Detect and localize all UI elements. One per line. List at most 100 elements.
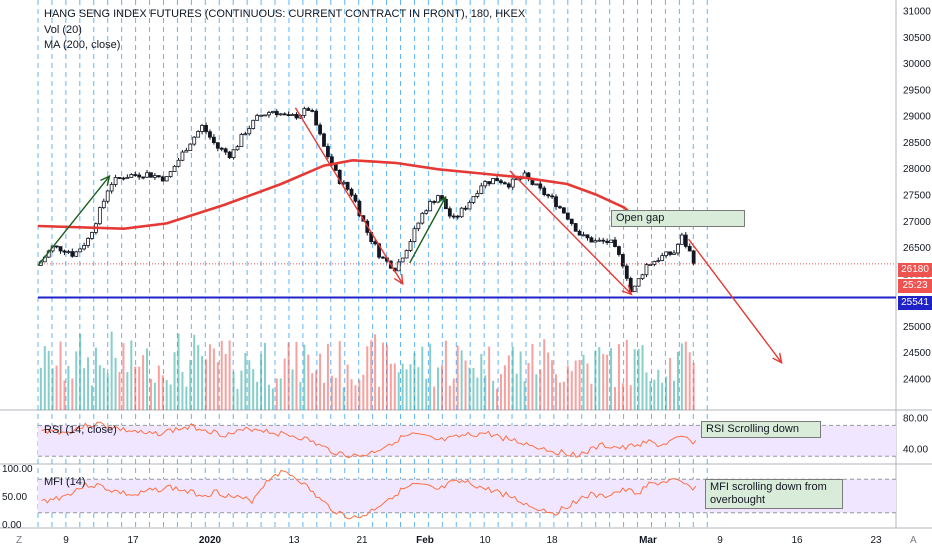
price-tick-label: 25000 bbox=[903, 322, 931, 333]
candle-body bbox=[471, 196, 476, 203]
volume-bar bbox=[283, 358, 286, 410]
candle-body bbox=[141, 176, 146, 179]
volume-bar bbox=[169, 384, 172, 410]
volume-bar bbox=[590, 383, 593, 410]
volume-bar bbox=[122, 343, 125, 410]
candle-body bbox=[676, 243, 680, 254]
auto-scale-button[interactable]: A bbox=[910, 535, 917, 546]
open-gap-note[interactable]: Open gap bbox=[611, 210, 745, 227]
candle-body bbox=[109, 184, 114, 192]
volume-bar bbox=[629, 385, 632, 410]
candle-body bbox=[605, 240, 610, 243]
volume-bar bbox=[555, 374, 558, 410]
volume-bar bbox=[87, 357, 90, 410]
volume-bar bbox=[264, 342, 267, 410]
candle-body bbox=[554, 196, 558, 208]
volume-bar bbox=[142, 355, 145, 410]
candle-body bbox=[660, 255, 665, 261]
volume-bar bbox=[181, 372, 184, 410]
volume-bar bbox=[562, 381, 565, 410]
volume-bar bbox=[149, 378, 152, 410]
volume-bar bbox=[90, 385, 93, 410]
volume-bar bbox=[551, 360, 554, 410]
trendline-arrowhead bbox=[772, 352, 783, 364]
candle-body bbox=[149, 172, 153, 178]
mfi-line bbox=[41, 469, 697, 520]
volume-bar bbox=[279, 378, 282, 410]
volume-bar bbox=[232, 371, 235, 410]
volume-bar bbox=[437, 367, 440, 410]
candle-body bbox=[538, 183, 543, 189]
candle-body bbox=[534, 183, 539, 186]
volume-bar bbox=[492, 380, 495, 410]
volume-bar bbox=[299, 382, 302, 410]
candle-body bbox=[613, 239, 617, 247]
volume-bar bbox=[586, 363, 589, 410]
candle-body bbox=[184, 150, 189, 153]
candle-body bbox=[168, 171, 173, 177]
volume-bar bbox=[503, 365, 506, 410]
rsi-tick-label: 40.00 bbox=[903, 445, 928, 456]
volume-bar bbox=[499, 374, 502, 410]
candle-body bbox=[565, 212, 570, 220]
candle-body bbox=[176, 159, 181, 167]
candle-body bbox=[408, 241, 413, 251]
candle-body bbox=[223, 148, 228, 153]
candle-body bbox=[345, 181, 350, 190]
candle-body bbox=[664, 251, 669, 257]
volume-bar bbox=[472, 368, 475, 410]
volume-bar bbox=[153, 382, 156, 410]
volume-bar bbox=[208, 344, 211, 410]
volume-bar bbox=[323, 382, 325, 410]
candle-body bbox=[105, 190, 110, 202]
candle-body bbox=[416, 222, 421, 230]
x-tick-label: 16 bbox=[791, 535, 803, 546]
rsi-line bbox=[41, 421, 697, 459]
volume-bar bbox=[63, 380, 66, 410]
volume-bar bbox=[106, 373, 109, 410]
candle-body bbox=[502, 182, 507, 185]
candle-body bbox=[164, 176, 169, 182]
volume-bar bbox=[448, 385, 451, 410]
volume-bar bbox=[452, 378, 455, 410]
candle-body bbox=[558, 206, 562, 209]
price-tick-label: 26500 bbox=[903, 243, 931, 254]
candle-body bbox=[617, 246, 621, 255]
volume-bar bbox=[672, 380, 675, 410]
candle-body bbox=[668, 251, 672, 255]
candle-body bbox=[577, 230, 582, 236]
volume-bar bbox=[102, 368, 105, 410]
candle-body bbox=[125, 176, 130, 179]
volume-bar bbox=[291, 369, 294, 410]
price-tick-label: 31000 bbox=[903, 7, 931, 18]
volume-bar bbox=[515, 373, 518, 410]
candle-body bbox=[357, 200, 362, 217]
mfi-note[interactable]: MFI scrolling down from overbought bbox=[705, 479, 843, 509]
candle-body bbox=[215, 142, 220, 149]
candle-body bbox=[255, 115, 260, 121]
x-tick-label: 2020 bbox=[199, 535, 222, 546]
candle-body bbox=[644, 264, 649, 276]
timezone-button[interactable]: Z bbox=[16, 535, 23, 546]
candle-body bbox=[196, 131, 201, 138]
support-price-tag: 25541 bbox=[898, 296, 932, 310]
volume-bar bbox=[519, 351, 522, 410]
volume-bar bbox=[177, 333, 180, 410]
volume-bar bbox=[189, 359, 192, 410]
candle-body bbox=[691, 250, 696, 264]
volume-bar bbox=[110, 331, 113, 410]
candle-body bbox=[282, 113, 287, 116]
candle-body bbox=[546, 194, 551, 197]
volume-bar bbox=[244, 353, 247, 410]
x-tick-label: 17 bbox=[127, 535, 139, 546]
volume-bar bbox=[216, 362, 219, 410]
candle-body bbox=[333, 164, 338, 171]
volume-bar bbox=[621, 383, 624, 410]
volume-bar bbox=[43, 346, 46, 410]
candle-body bbox=[404, 250, 409, 259]
volume-bar bbox=[256, 381, 259, 410]
rsi-note[interactable]: RSI Scrolling down bbox=[701, 421, 821, 438]
candle-body bbox=[97, 207, 102, 225]
volume-bar bbox=[649, 381, 652, 410]
candle-body bbox=[204, 125, 208, 133]
